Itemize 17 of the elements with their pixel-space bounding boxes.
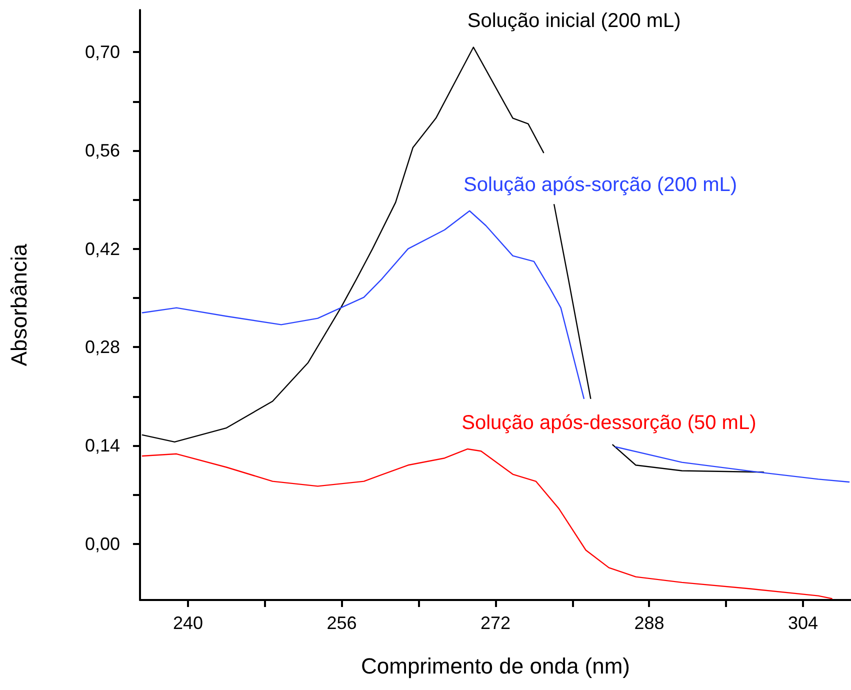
y-axis-title: Absorbância (6, 243, 32, 366)
x-tick-label: 304 (788, 613, 818, 633)
y-tick-label: 0,14 (84, 435, 120, 456)
series-label: Solução após-sorção (200 mL) (464, 174, 738, 196)
y-tick-label: 0,42 (84, 238, 120, 259)
x-axis-title: Comprimento de onda (nm) (360, 654, 630, 678)
line-series (142, 448, 832, 600)
series-label: Solução após-dessorção (50 mL) (462, 412, 756, 434)
x-tick-label: 288 (634, 613, 664, 633)
y-tick-label: 0,28 (84, 337, 120, 358)
y-tick-label: 0,56 (84, 140, 120, 160)
y-tick-label: 0,70 (84, 42, 120, 62)
x-tick-label: 272 (480, 613, 511, 633)
x-tick-label: 240 (173, 613, 204, 633)
x-tick-label: 256 (326, 613, 357, 633)
y-tick-label: 0,00 (84, 534, 120, 554)
series-label: Solução inicial (200 mL) (467, 10, 681, 32)
